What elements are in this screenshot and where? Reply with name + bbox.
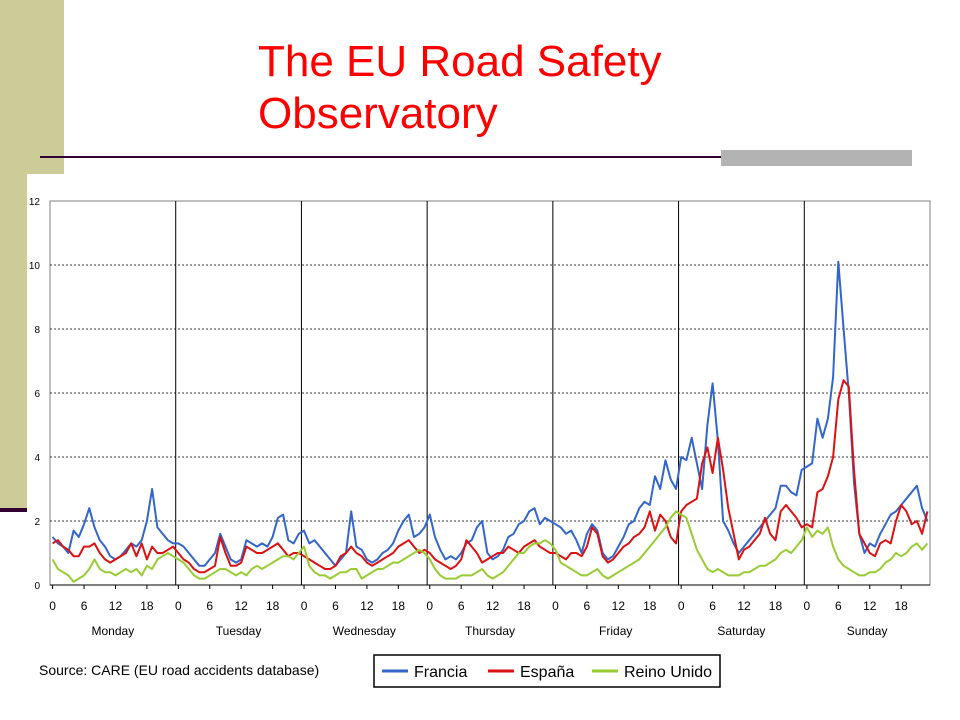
chart-grid: [49, 200, 931, 586]
x-tick-label: 12: [863, 599, 877, 613]
title-divider-accent: [721, 150, 912, 166]
chart-legend: Francia España Reino Unido: [373, 654, 721, 688]
slide-title: The EU Road Safety Observatory: [258, 36, 662, 140]
x-tick-label: 6: [332, 599, 339, 613]
x-tick-label: 0: [552, 599, 559, 613]
source-note-text: Source: CARE (EU road accidents database…: [39, 662, 319, 678]
day-label: Friday: [599, 624, 632, 638]
x-tick-label: 0: [175, 599, 182, 613]
chart-source-note: Source: CARE (EU road accidents database…: [39, 662, 319, 678]
x-tick-label: 6: [835, 599, 842, 613]
title-divider: [40, 156, 912, 158]
y-tick-label: 10: [29, 261, 41, 272]
day-label: Thursday: [465, 624, 515, 638]
y-tick-label: 6: [34, 389, 40, 400]
series-line-francia: [51, 260, 929, 567]
chart-series: [51, 260, 929, 583]
chart-axes: 0 2 4 6 8 10 12 0 6 12 18 Monday 0 6 12 18 Tuesday 0 6 12 18…: [29, 197, 930, 638]
slide-title-line1: The EU Road Safety: [258, 37, 662, 86]
x-tick-label: 12: [612, 599, 626, 613]
day-label: Wednesday: [333, 624, 396, 638]
x-tick-label: 6: [81, 599, 88, 613]
x-tick-label: 6: [206, 599, 213, 613]
x-tick-label: 18: [643, 599, 657, 613]
x-tick-label: 12: [109, 599, 123, 613]
x-tick-label: 12: [360, 599, 374, 613]
series-line-reino-unido: [51, 510, 929, 583]
x-tick-label: 18: [895, 599, 909, 613]
chart-panel: 0 2 4 6 8 10 12 0 6 12 18 Monday 0 6 12 18 Tuesday 0 6 12 18…: [27, 174, 955, 688]
legend-label: Reino Unido: [624, 664, 712, 681]
x-tick-label: 6: [458, 599, 465, 613]
x-tick-label: 6: [709, 599, 716, 613]
y-tick-label: 12: [29, 197, 41, 208]
x-tick-label: 0: [301, 599, 308, 613]
x-tick-label: 12: [737, 599, 751, 613]
y-tick-label: 2: [34, 517, 40, 528]
x-tick-label: 0: [49, 599, 56, 613]
slide-title-line2: Observatory: [258, 89, 498, 138]
day-label: Tuesday: [216, 624, 262, 638]
y-tick-label: 0: [34, 581, 40, 592]
legend-box: [373, 654, 721, 688]
y-tick-label: 8: [34, 325, 40, 336]
x-tick-label: 18: [140, 599, 154, 613]
series-line-espa-a: [52, 379, 929, 574]
x-tick-label: 0: [426, 599, 433, 613]
x-tick-label: 6: [584, 599, 591, 613]
day-label: Saturday: [717, 624, 765, 638]
sidebar-accent-line: [0, 508, 28, 512]
day-label: Sunday: [847, 624, 888, 638]
x-tick-label: 18: [392, 599, 406, 613]
x-tick-label: 18: [517, 599, 531, 613]
x-tick-label: 12: [235, 599, 249, 613]
day-label: Monday: [92, 624, 135, 638]
fatalities-by-hour-chart: 0 2 4 6 8 10 12 0 6 12 18 Monday 0 6 12 18 Tuesday 0 6 12 18…: [29, 197, 931, 688]
x-tick-label: 0: [678, 599, 685, 613]
legend-label: España: [520, 664, 574, 681]
x-tick-label: 0: [804, 599, 811, 613]
legend-label: Francia: [414, 664, 467, 681]
x-tick-label: 18: [266, 599, 280, 613]
x-tick-label: 12: [486, 599, 500, 613]
y-tick-label: 4: [34, 453, 40, 464]
x-tick-label: 18: [769, 599, 783, 613]
